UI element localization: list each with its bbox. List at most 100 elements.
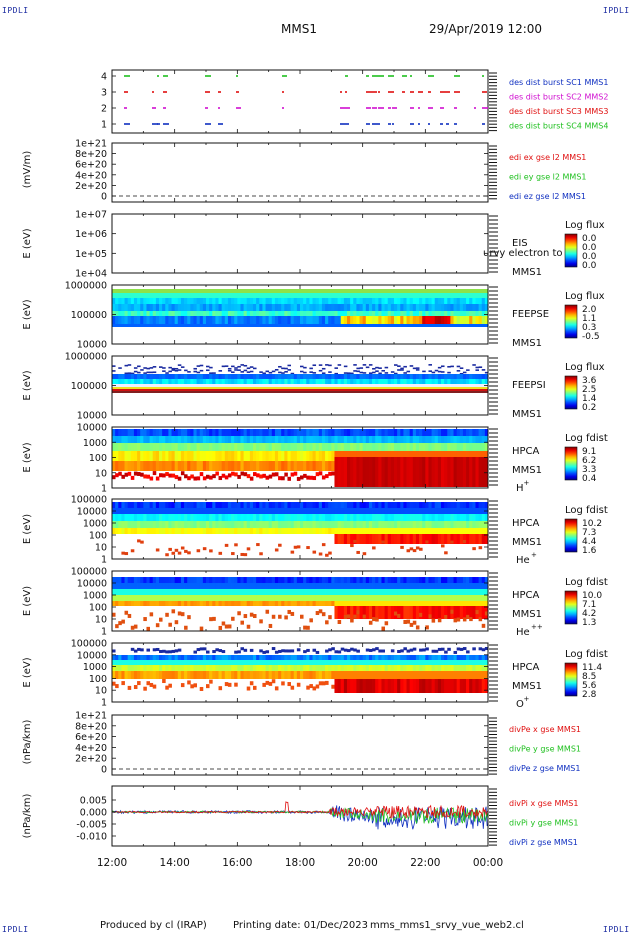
hpca_hepp-bin (256, 577, 260, 583)
hpca_he-bin (121, 521, 125, 528)
hpca_h-bin (180, 451, 185, 461)
hpca_h-bin (343, 429, 348, 436)
feepsi-bin (328, 384, 332, 387)
hpca_hepp-bin (425, 577, 429, 583)
hpca_h-bin (187, 476, 191, 481)
feepse-bin (394, 298, 398, 304)
hpca_hepp-bin (469, 595, 473, 601)
hpca_he-bin (334, 514, 338, 521)
feepsi-bin (224, 374, 229, 379)
hpca_hepp-bin (347, 577, 351, 583)
feepsi-bin (444, 384, 448, 387)
feepse-bin (159, 311, 163, 316)
hpca_hepp-bin (365, 589, 370, 595)
hpca_h-bin (168, 451, 172, 461)
hpca_h-bin (356, 457, 360, 487)
burst-ytick-label: 1 (101, 120, 107, 131)
feepse-bin (240, 304, 244, 311)
hpca_he-bin (127, 521, 132, 528)
feepsi-bin (133, 389, 138, 391)
hpca_hepp-bin (112, 595, 116, 601)
feepse-bin (415, 311, 420, 316)
hpca_o-bin (265, 660, 270, 665)
feepse-bin (218, 316, 223, 324)
hpca_o-bin (293, 671, 298, 679)
hpca_o-bin (356, 679, 360, 693)
hpca_o-bin (227, 665, 232, 671)
feepsi-bin (441, 365, 445, 368)
feepse-bin (137, 311, 141, 316)
hpca_h-bin (221, 436, 226, 443)
hpca_hepp-bin (331, 589, 335, 595)
hpca_hepp-bin (224, 583, 229, 589)
feepse-bin (466, 324, 470, 327)
hpca_hepp-bin (428, 589, 432, 595)
hpca_h-bin (359, 436, 364, 443)
hpca_hepp-bin (403, 577, 407, 583)
hpca_h-bin (174, 461, 179, 471)
hpca_h-bin (143, 474, 147, 479)
hpca_h-bin (353, 443, 357, 451)
hpca_o-bin (309, 655, 313, 660)
feepse-bin (350, 289, 354, 293)
hpca_o-bin (112, 665, 116, 671)
feepse-bin (462, 324, 467, 327)
feepsi-bin (372, 379, 376, 384)
hpca_h-bin (227, 473, 232, 478)
feepse-bin (444, 311, 448, 316)
hpca_he-bin (347, 528, 351, 534)
feepse-bin (466, 316, 470, 324)
hpca_he-bin (221, 508, 226, 514)
hpca_h-bin (187, 436, 191, 443)
hpca_he-bin (406, 502, 411, 508)
feepse-bin (293, 304, 298, 311)
hpca_he-bin (240, 514, 244, 521)
hpca_hepp-bin (265, 601, 270, 606)
hpca_he-bin (184, 502, 188, 508)
hpca_hepp-bin (249, 577, 254, 583)
hpca_hepp-bin (475, 589, 479, 595)
edi-legend-item: edi ex gse l2 MMS1 (509, 153, 586, 162)
feepsi-bin (165, 384, 169, 387)
feepse-bin (441, 316, 445, 324)
feepse-bin (469, 298, 473, 304)
feepsi-bin (384, 379, 389, 384)
feepse-bin (231, 311, 235, 316)
hpca_he-bin (115, 528, 119, 534)
hpca_h-bin (315, 461, 320, 471)
feepse-bin (390, 298, 395, 304)
hpca_o-bin (394, 655, 398, 660)
hpca_he-bin (246, 508, 251, 514)
hpca_hepp-bin (328, 615, 332, 620)
hpca_o-bin (321, 660, 326, 665)
feepsi-bin (149, 384, 154, 387)
hpca_he-bin (284, 521, 288, 528)
hpca_hepp-bin (196, 595, 201, 601)
feepsi-bin (281, 367, 285, 370)
hpca_he-bin (140, 528, 144, 534)
feepse-bin (256, 298, 260, 304)
hpca_o-bin (400, 679, 404, 693)
feepsi-bin (281, 372, 285, 374)
hpca_h-colorbar-tick: 0.4 (582, 474, 597, 484)
hpca_hepp-bin (331, 577, 335, 583)
feepse-bin (249, 289, 254, 293)
edi-ytick-label: 2e+20 (75, 181, 107, 192)
hpca_hepp-bin (456, 577, 461, 583)
hpca_hepp-bin (146, 626, 150, 631)
hpca_he-ytick-label: 1 (101, 555, 107, 566)
hpca_o-bin (212, 660, 216, 665)
feepse-bin (265, 311, 270, 316)
feepsi-bin (303, 366, 307, 369)
hpca_he-bin (224, 521, 229, 528)
feepse-bin (265, 324, 270, 327)
feepse-bin (256, 316, 260, 324)
feepse-bin (190, 324, 194, 327)
feepse-bin (234, 298, 238, 304)
feepsi-bin (187, 384, 191, 387)
hpca_he-bin (278, 543, 282, 547)
feepse-bin (293, 311, 298, 316)
hpca_o-bin (218, 665, 223, 671)
hpca_he-bin (462, 539, 467, 543)
feepsi-bin (453, 387, 458, 389)
